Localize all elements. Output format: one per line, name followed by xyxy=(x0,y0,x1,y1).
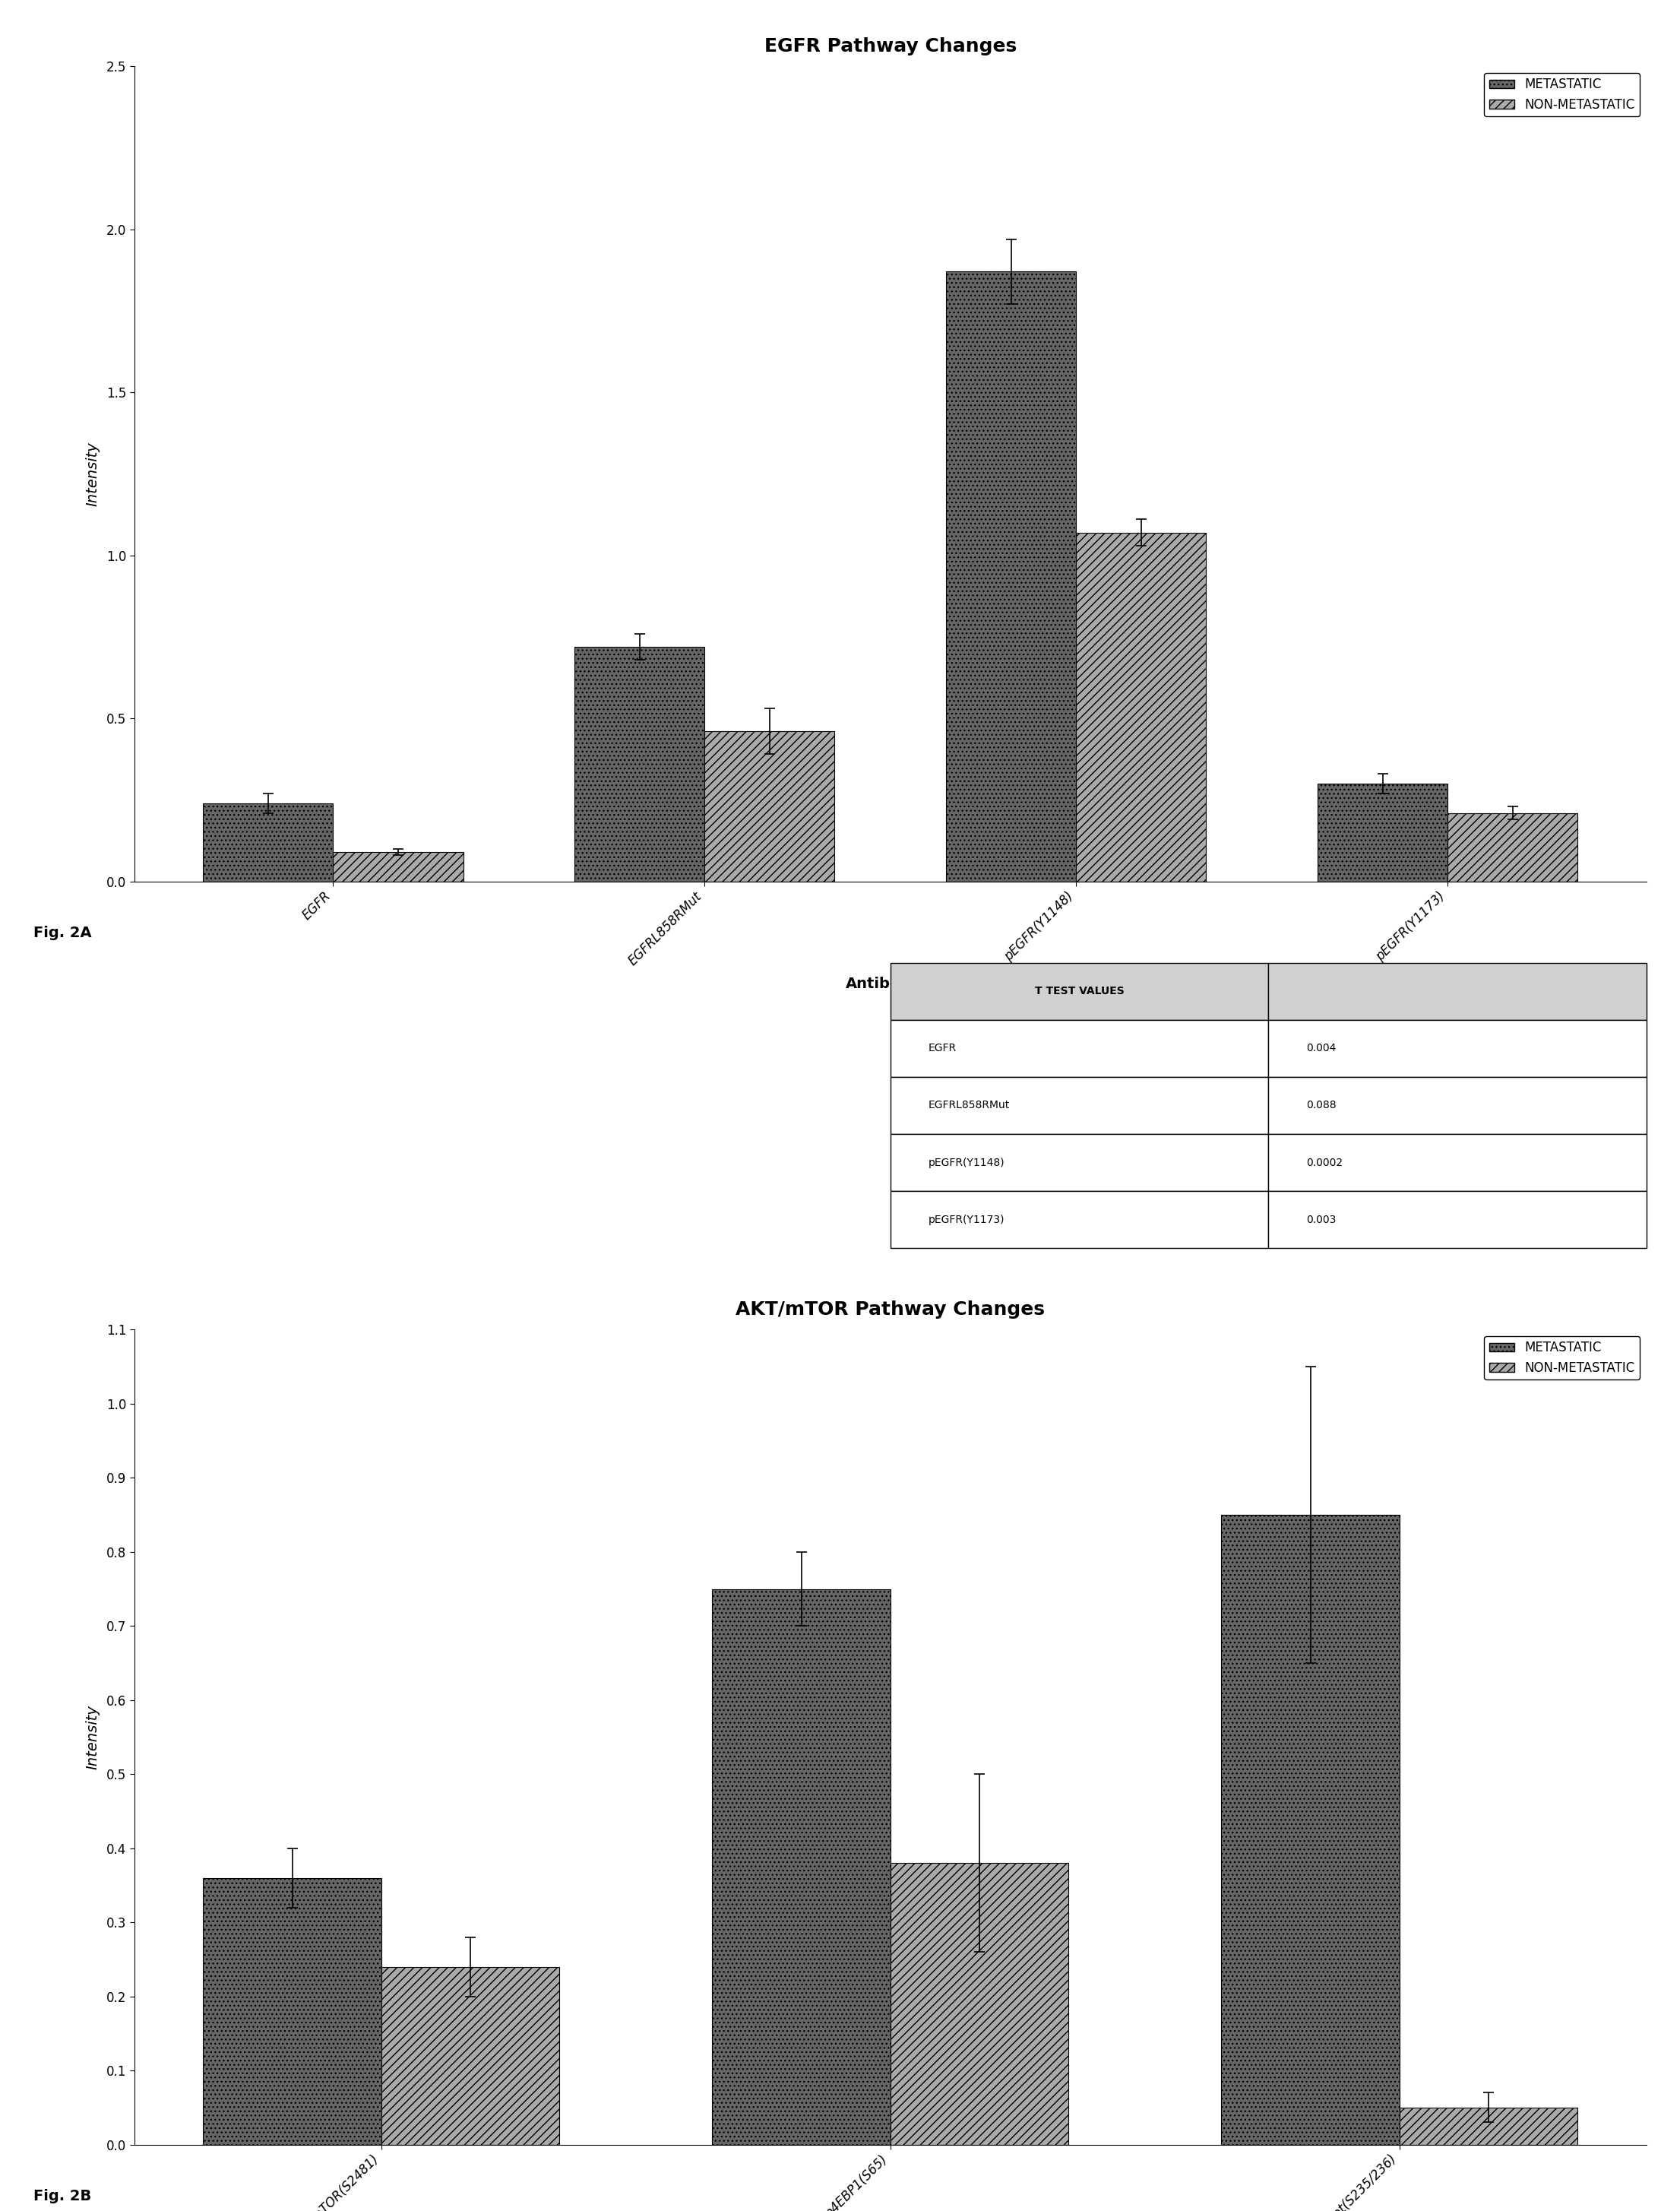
Bar xyxy=(203,803,333,882)
Bar xyxy=(946,272,1077,882)
Bar xyxy=(333,851,464,882)
Legend: METASTATIC, NON-METASTATIC: METASTATIC, NON-METASTATIC xyxy=(1483,1335,1640,1380)
Title: AKT/mTOR Pathway Changes: AKT/mTOR Pathway Changes xyxy=(736,1300,1045,1318)
Y-axis label: Intensity: Intensity xyxy=(86,442,101,506)
Y-axis label: Intensity: Intensity xyxy=(86,1705,101,1769)
Bar xyxy=(381,1968,559,2145)
Bar xyxy=(712,1590,890,2145)
Bar xyxy=(203,1877,381,2145)
Bar xyxy=(1077,533,1206,882)
Text: Fig. 2B: Fig. 2B xyxy=(34,2189,91,2204)
X-axis label: Antibodies: Antibodies xyxy=(845,977,936,991)
Bar xyxy=(575,646,704,882)
Legend: METASTATIC, NON-METASTATIC: METASTATIC, NON-METASTATIC xyxy=(1483,73,1640,117)
Text: Fig. 2A: Fig. 2A xyxy=(34,926,92,940)
Bar xyxy=(890,1864,1068,2145)
Title: EGFR Pathway Changes: EGFR Pathway Changes xyxy=(764,38,1016,55)
Bar xyxy=(1317,783,1448,882)
Bar xyxy=(1221,1515,1399,2145)
Bar xyxy=(1399,2107,1578,2145)
Bar xyxy=(1448,814,1578,882)
Bar xyxy=(704,732,835,882)
